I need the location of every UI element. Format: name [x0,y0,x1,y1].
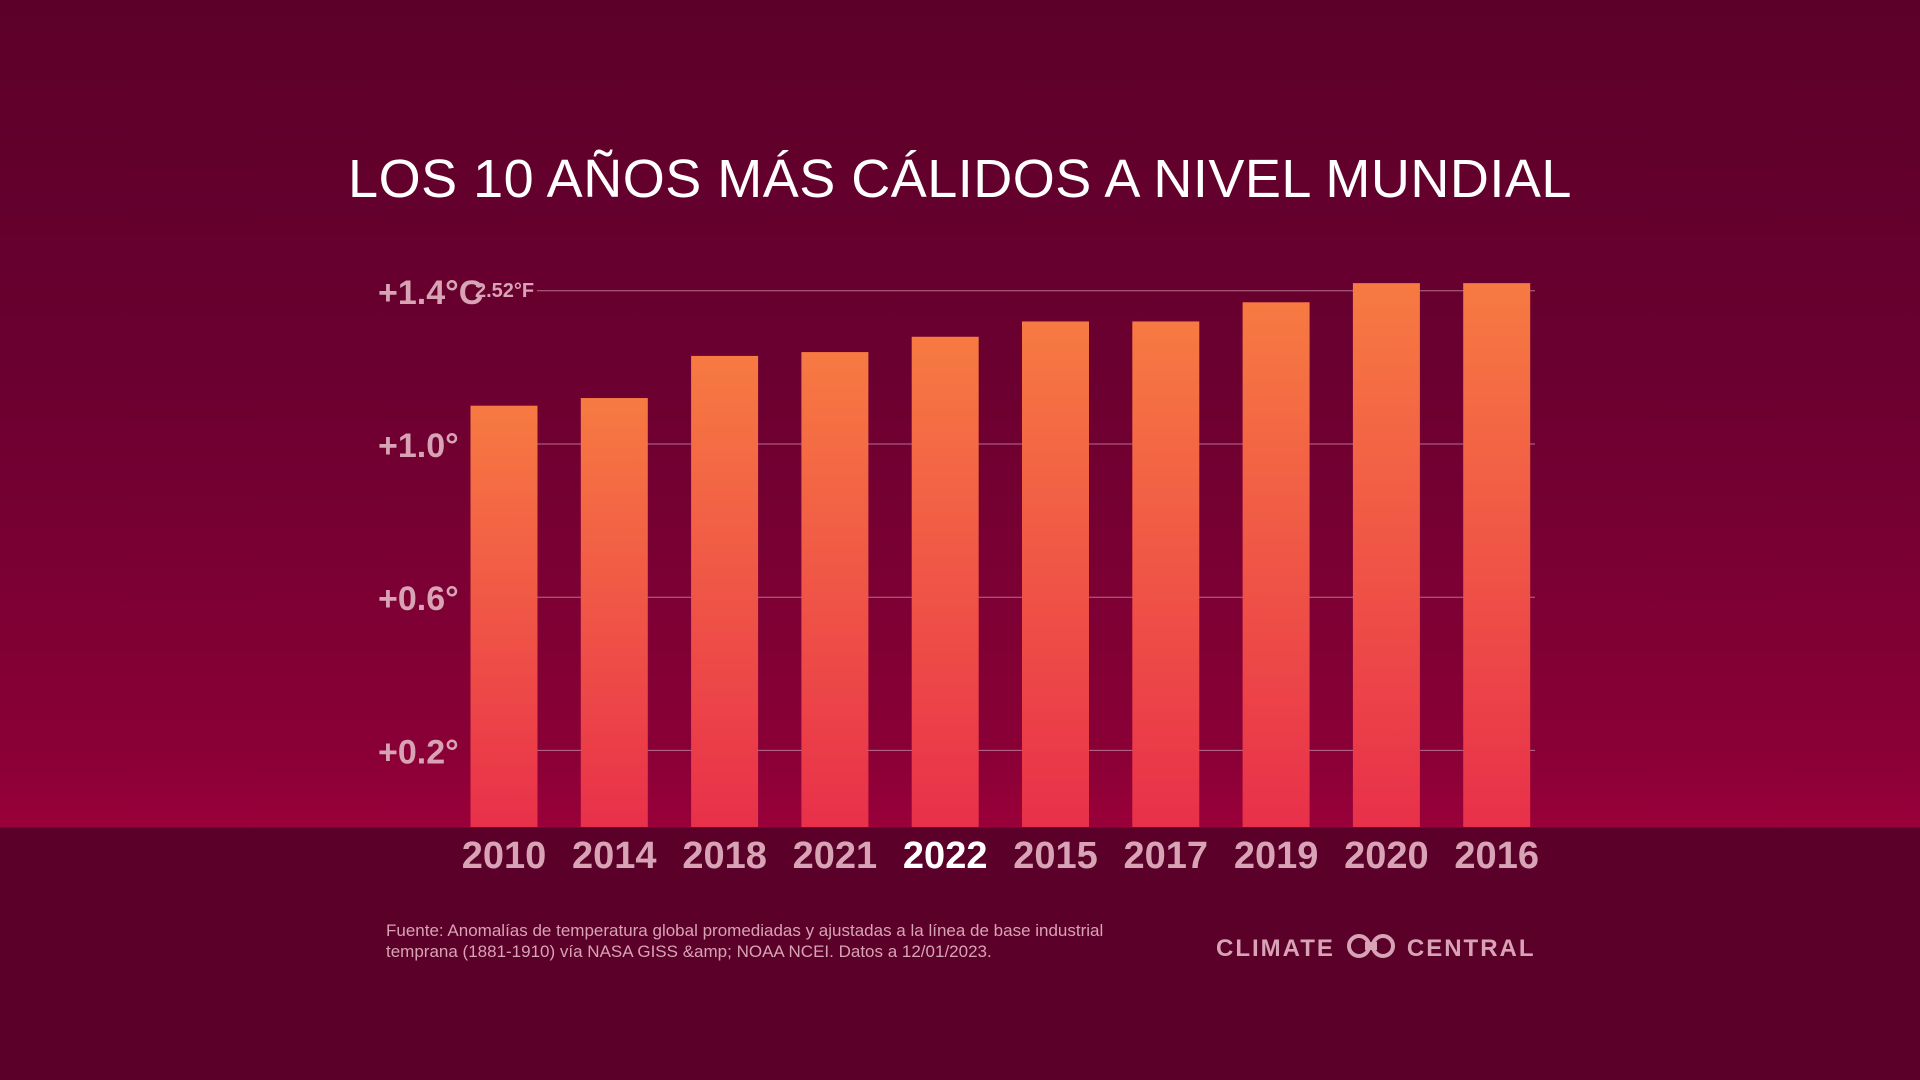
brand-word-central: CENTRAL [1406,935,1536,962]
x-tick-label-2010: 2010 [462,835,547,877]
bar-2015 [1022,321,1089,827]
climate-central-logo-icon [1345,933,1397,966]
x-tick-label-2015: 2015 [1013,835,1098,877]
x-tick-label-2018: 2018 [682,835,767,877]
source-note: Fuente: Anomalías de temperatura global … [386,921,1104,961]
bar-2016 [1463,283,1531,827]
chart-title: LOS 10 AÑOS MÁS CÁLIDOS A NIVEL MUNDIAL [348,149,1572,209]
x-tick-label-2017: 2017 [1124,835,1209,877]
brand-word-climate: CLIMATE [1216,935,1335,962]
climate-central-brand: CLIMATE CENTRAL [1216,933,1536,966]
bar-2017 [1132,321,1200,827]
x-tick-label-2020: 2020 [1344,835,1429,877]
y-tick-label: +1.0° [378,427,459,465]
x-tick-label-2014: 2014 [572,835,657,877]
bar-2010 [470,405,538,827]
x-tick-label-2022: 2022 [903,835,988,877]
x-tick-label-2016: 2016 [1454,835,1539,877]
x-tick-label-2019: 2019 [1234,835,1319,877]
y-tick-secondary-label: 2.52°F [475,280,534,302]
bar-2018 [691,355,759,827]
bar-2014 [580,398,648,827]
y-tick-label: +0.6° [378,580,459,618]
bar-2019 [1242,302,1310,827]
y-tick-label: +1.4°C [378,274,483,312]
x-tick-label-2021: 2021 [793,835,878,877]
bar-2020 [1352,283,1420,827]
bar-2022 [911,336,979,827]
y-tick-label: +0.2° [378,733,459,771]
bar-2021 [801,352,869,827]
